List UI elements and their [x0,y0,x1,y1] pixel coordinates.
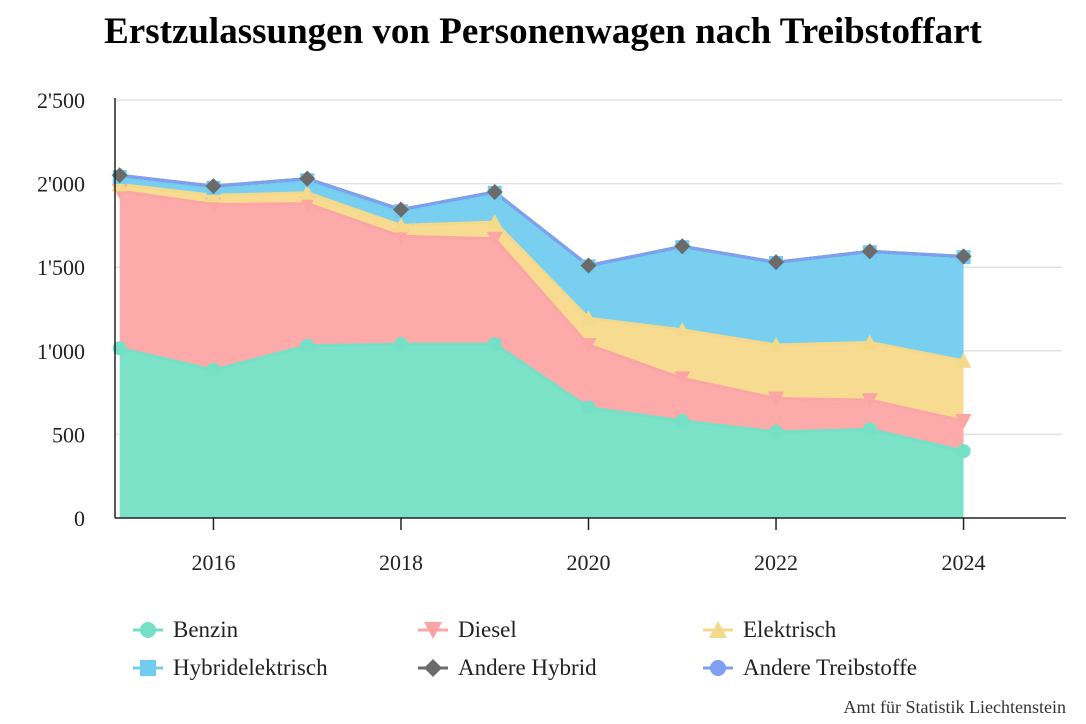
point-benzin [112,341,127,356]
line-andere-treibstoffe [119,173,964,268]
point-diesel [955,414,972,430]
legend-item-benzin[interactable]: Benzin [133,612,238,648]
point-elektrisch [955,352,972,368]
chart-title: Erstzulassungen von Personenwagen nach T… [104,11,982,52]
legend-swatch [418,622,448,639]
x-tick-label: 2024 [942,550,986,575]
legend-item-elektrisch[interactable]: Elektrisch [703,612,836,648]
area-benzin [119,344,964,518]
legend-marker [709,621,727,638]
point-diesel [486,231,503,247]
legend-label: Diesel [458,617,517,642]
point-elektrisch [768,336,785,352]
legend-item-andere-treibstoffe[interactable]: Andere Treibstoffe [703,650,917,686]
legend-item-diesel[interactable]: Diesel [418,612,517,648]
point-elektrisch [205,187,222,203]
point-andere-hybrid [299,170,316,187]
point-andere-hybrid [768,254,785,271]
legend-marker [424,622,442,639]
point-andere-hybrid [580,257,597,274]
point-andere-hybrid [205,178,222,195]
legend-label: Andere Hybrid [458,655,597,680]
legend-item-andere-hybrid[interactable]: Andere Hybrid [418,650,597,686]
point-andere-hybrid [955,248,972,265]
point-elektrisch [580,310,597,326]
y-tick-label: 1'000 [37,339,85,364]
x-tick-label: 2018 [379,550,423,575]
legend-marker [710,660,726,676]
legend-item-hybridelektrisch[interactable]: Hybridelektrisch [133,650,328,686]
point-elektrisch [299,184,316,200]
legend-swatch [418,659,448,677]
point-diesel [392,229,409,245]
y-tick-label: 2'500 [37,88,85,113]
legend-swatch [703,660,733,676]
line-benzin [119,342,964,453]
point-benzin [300,338,315,353]
point-diesel [674,371,691,387]
point-andere-hybrid [861,243,878,260]
line-diesel [119,189,964,423]
y-tick-label: 2'000 [37,172,85,197]
point-benzin [393,337,408,352]
point-diesel [861,393,878,409]
point-benzin [956,444,971,459]
x-tick-label: 2022 [754,550,798,575]
point-elektrisch [486,214,503,230]
point-benzin [769,424,784,439]
point-andere-hybrid [674,238,691,255]
legend-label: Andere Treibstoffe [743,655,917,680]
point-benzin [581,400,596,415]
point-elektrisch [674,321,691,337]
y-tick-label: 0 [74,506,85,531]
x-tick-label: 2016 [191,550,235,575]
point-benzin [675,414,690,429]
point-benzin [487,337,502,352]
legend-marker [140,622,156,638]
point-elektrisch [861,334,878,350]
point-andere-hybrid [392,201,409,218]
x-tick-label: 2020 [567,550,611,575]
legend-swatch [133,660,163,676]
legend-marker [424,659,442,677]
legend-marker [140,660,156,676]
point-diesel [580,337,597,353]
point-diesel [768,391,785,407]
legend: Benzin Diesel Elektrisch Hybridelektrisch An… [0,612,1086,692]
legend-swatch [133,622,163,638]
line-elektrisch [119,182,964,363]
y-tick-label: 1'500 [37,255,85,280]
point-elektrisch [392,217,409,233]
point-benzin [862,422,877,437]
legend-label: Elektrisch [743,617,837,642]
area-elektrisch [119,184,964,422]
source-credit: Amt für Statistik Liechtenstein [843,697,1066,717]
point-benzin [206,363,221,378]
point-andere-hybrid [486,183,503,200]
area-diesel [119,191,964,452]
legend-label: Hybridelektrisch [173,655,328,680]
point-diesel [299,196,316,212]
legend-swatch [703,621,733,638]
y-tick-label: 500 [52,422,85,447]
legend-label: Benzin [173,617,239,642]
